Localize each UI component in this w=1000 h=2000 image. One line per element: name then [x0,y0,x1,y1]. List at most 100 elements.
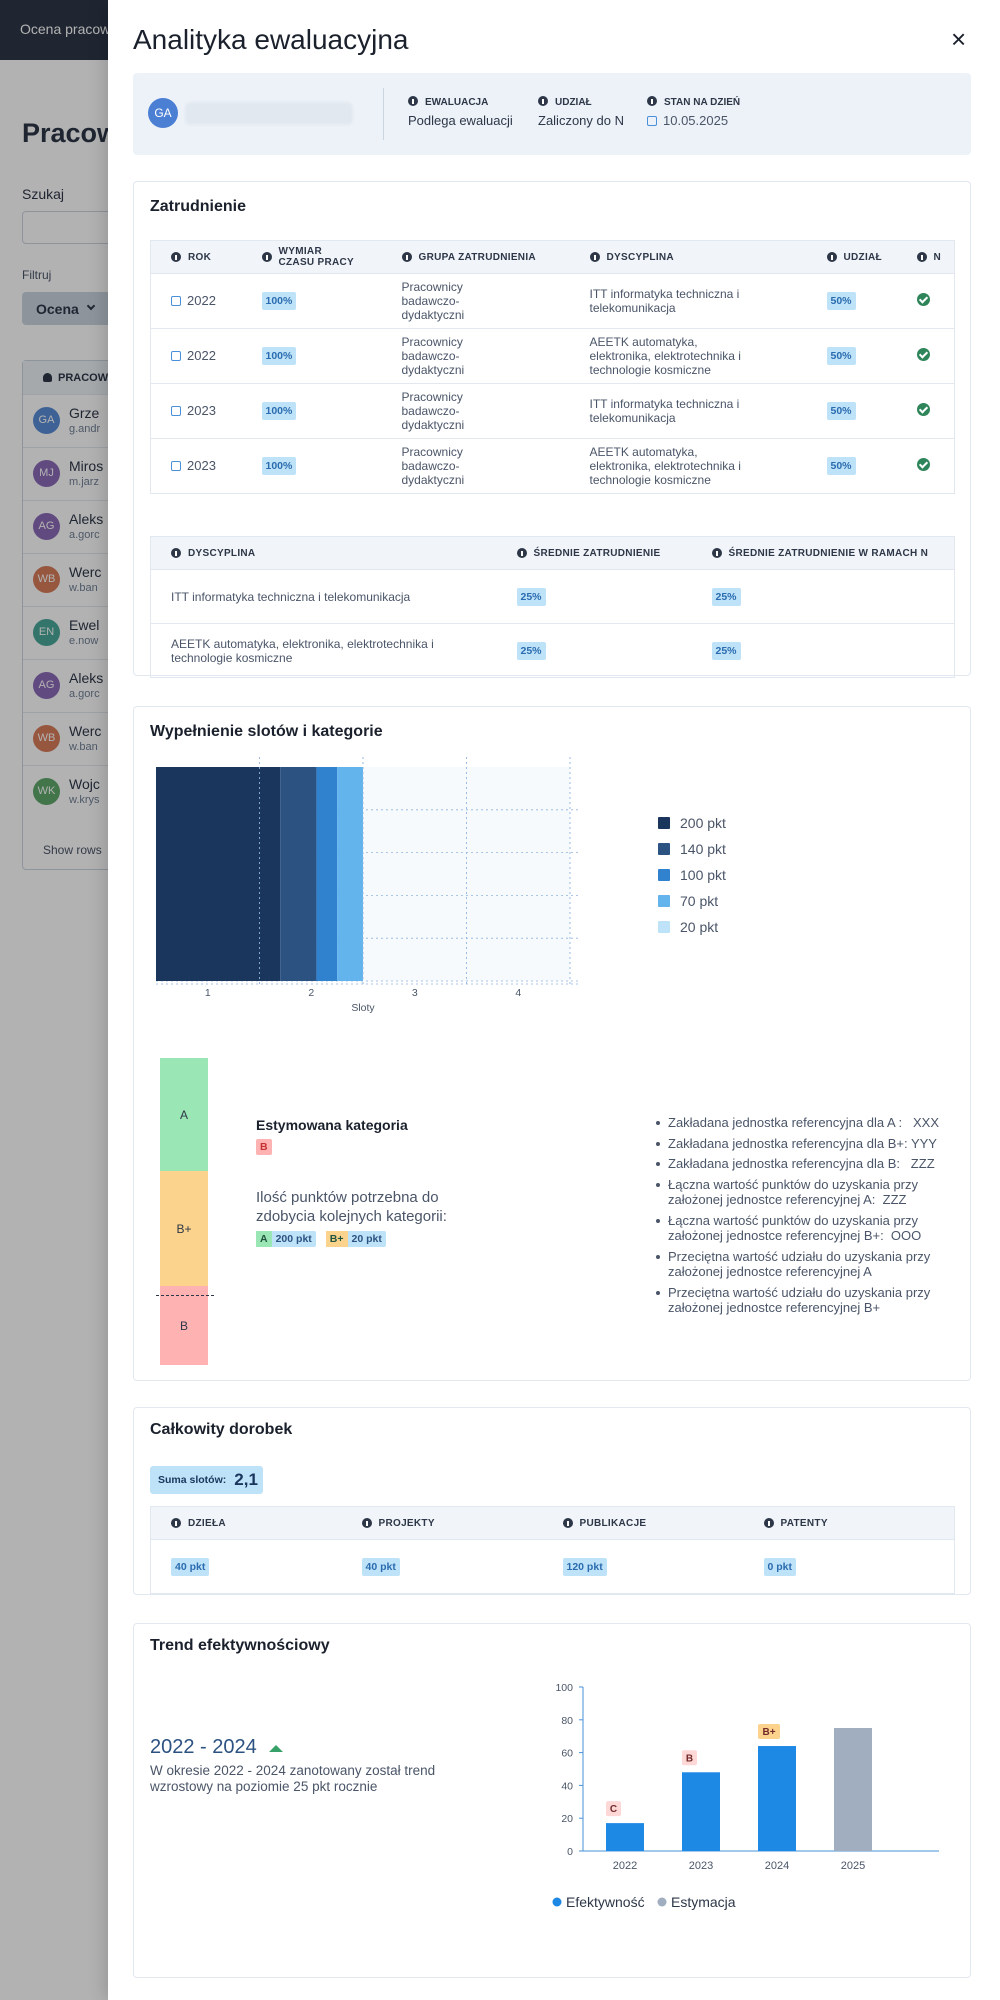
cell-badge: 40 pkt [171,1557,210,1576]
search-label: Szukaj [22,186,65,202]
x-axis-label: Sloty [351,1002,375,1014]
estimated-badge: B [256,1139,272,1155]
table-cell: 100% [251,328,392,384]
employee-name: Ewel [69,617,100,633]
data-table: DYSCYPLINA ŚREDNIE ZATRUDNIENIE ŚREDNIE ZA… [150,536,955,678]
header-cell: UDZIAŁ [816,240,907,274]
header-text: PROJEKTY [378,1517,435,1529]
info-icon [589,252,600,262]
cell-text: 2022 [187,348,216,363]
x-tick-label: 2022 [613,1860,637,1872]
field-label: STAN NA DZIEŃ [647,96,740,108]
cell-badge: 100% [261,457,297,475]
header-text: DZIEŁA [188,1517,226,1529]
info-icon [538,96,548,106]
avatar: GA [148,98,178,128]
legend-swatch [658,895,670,907]
legend-label: 200 pkt [680,815,726,831]
header-text: ŚREDNIE ZATRUDNIENIE W RAMACH N [728,547,929,559]
table-row: 40 pkt 40 pkt 120 pkt 0 pkt [150,1539,955,1594]
table-row: 2023 100% Pracownicy badawczo-dydaktyczni A… [150,438,955,494]
field-label-text: EWALUACJA [425,97,489,108]
cell-text: ITT informatyka techniczna i telekomunik… [589,287,740,315]
employee-name: Werc [69,723,102,739]
cell-text: 2023 [187,458,216,473]
show-rows[interactable]: Show rows [43,843,102,857]
header-content: WYMIAR CZASU PRACY [261,246,382,268]
drawer: Analityka ewaluacyjna × GA EWALUACJA Pod… [108,0,1000,2000]
profile-box: GA EWALUACJA Podlega ewaluacji UDZIAŁ Za… [133,73,971,155]
filter-label: Filtruj [22,268,52,282]
calendar-icon [171,406,181,416]
header-text: DYSCYPLINA [188,547,256,559]
needed-category: A [256,1231,272,1247]
info-icon [516,548,527,558]
header-cell: ŚREDNIE ZATRUDNIENIE [506,536,702,570]
table-cell: Pracownicy badawczo-dydaktyczni [391,328,580,384]
info-icon [562,1518,573,1528]
table-cell: Pracownicy badawczo-dydaktyczni [391,273,580,329]
cell-badge: 100% [261,347,297,365]
legend-label: 70 pkt [680,893,718,909]
category-level: B+ [160,1171,208,1286]
table-cell: 0 pkt [753,1539,955,1594]
table-cell: 2022 [150,328,252,384]
field-value: Podlega ewaluacji [408,113,513,128]
avatar: WB [33,725,60,752]
x-tick-label: 2024 [765,1860,789,1872]
legend-label: 100 pkt [680,867,726,883]
table-row: AEETK automatyka, elektronika, elektrote… [150,623,955,678]
bar [682,1772,720,1851]
header-content: GRUPA ZATRUDNIENIA [401,252,570,263]
header-cell: PUBLIKACJE [552,1506,754,1540]
needed-list: A 200 pkt B+ 20 pkt [256,1231,386,1247]
header-text: ŚREDNIE ZATRUDNIENIE [533,547,661,559]
calendar-icon [171,296,181,306]
legend-dot [552,1897,562,1907]
legend-label: Efektywność [566,1894,645,1910]
cell-text: AEETK automatyka, elektronika, elektrote… [589,445,741,487]
employee-email: w.ban [69,741,98,753]
table-cell: 100% [251,438,392,494]
table-cell: 2023 [150,438,252,494]
note: Łączna wartość punktów do uzyskania przy… [656,1213,946,1244]
cell-badge: 50% [826,292,856,310]
bar [834,1728,872,1851]
check-icon [916,348,930,361]
threshold-line [156,1295,214,1296]
header-text: PUBLIKACJE [579,1517,647,1529]
table-cell [906,273,955,329]
employment-card: Zatrudnienie ROK WYMIAR CZASU PRACY GRUPA … [133,181,971,678]
note: Zakładana jednostka referencyjna dla B: … [656,1156,946,1172]
note: Łączna wartość punktów do uzyskania przy… [656,1177,946,1208]
cell-badge: 50% [826,457,856,475]
table-cell: 25% [506,623,702,678]
header-content: DYSCYPLINA [589,252,807,263]
slot-segment [280,767,317,981]
header-row: DYSCYPLINA ŚREDNIE ZATRUDNIENIE ŚREDNIE ZA… [150,536,955,570]
header-content: PROJEKTY [361,1517,543,1529]
table-cell: 2022 [150,273,252,329]
trend-description: W okresie 2022 - 2024 zanotowany został … [150,1763,436,1794]
field-label: UDZIAŁ [538,96,592,108]
calendar-icon [171,461,181,471]
table-cell: 50% [816,273,907,329]
filter-button-label: Ocena [36,301,79,317]
needed-item: B+ 20 pkt [325,1231,386,1247]
cell-badge: 50% [826,402,856,420]
header-text: WYMIAR CZASU PRACY [278,246,355,268]
needed-label: Ilość punktów potrzebna do zdobycia kole… [256,1189,447,1225]
employee-name: Aleks [69,511,104,527]
table-cell: AEETK automatyka, elektronika, elektrote… [579,438,817,494]
field-label-text: STAN NA DZIEŃ [664,97,741,108]
header-row: DZIEŁA PROJEKTY PUBLIKACJE PATENTY [150,1506,955,1540]
close-button[interactable]: × [951,24,967,54]
table-row: 2022 100% Pracownicy badawczo-dydaktyczni I… [150,273,955,329]
cell-badge: 100% [261,292,297,310]
table-cell: ITT informatyka techniczna i telekomunik… [579,383,817,439]
cell-badge: 100% [261,402,297,420]
table-cell: 50% [816,383,907,439]
cell-text: Pracownicy badawczo-dydaktyczni [401,390,465,432]
x-tick-label: 2025 [841,1860,865,1872]
